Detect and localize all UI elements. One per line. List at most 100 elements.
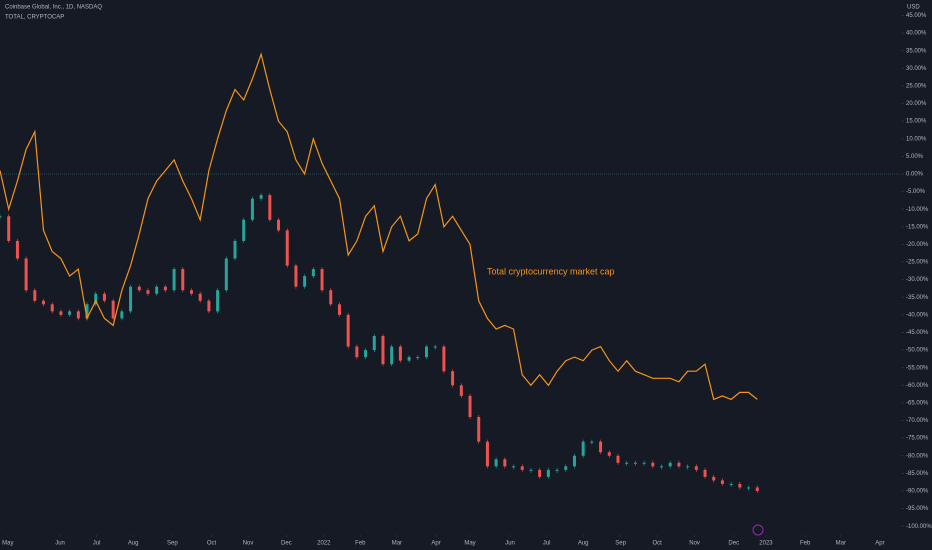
candle [76,311,80,319]
y-tick-label: -35.00% [906,295,929,301]
candle [137,286,141,291]
y-tick-label: -55.00% [906,365,929,371]
event-icon[interactable] [752,524,764,536]
candle [207,300,211,312]
x-tick-label: Dec [728,541,739,547]
candle [85,304,89,319]
candle [303,276,307,287]
candle [129,286,133,312]
candle [738,483,742,488]
candle [320,269,324,291]
candle [616,455,620,463]
candle [407,357,411,361]
candle [163,286,167,291]
candle [424,346,428,358]
x-tick-label: Sep [167,541,178,547]
x-tick-label: May [2,541,13,547]
y-tick-label: 0.00% [906,172,924,178]
candle [59,311,63,315]
candle [364,350,368,358]
candle [668,462,672,467]
candle [277,219,281,231]
y-tick-label: -30.00% [906,277,929,283]
x-tick-label: Nov [243,541,254,547]
x-tick-label: Jul [543,541,551,547]
x-tick-label: Apr [431,541,440,547]
candle [24,258,28,291]
candle [712,476,716,481]
candle [468,395,472,418]
candle [15,240,19,259]
candle [520,466,524,470]
candle [102,293,106,301]
candle [720,480,724,484]
candle [442,346,446,372]
candle [625,462,629,464]
candle [0,216,2,218]
candle [677,462,681,467]
candle [381,336,385,365]
candle [68,311,72,315]
y-tick-label: -45.00% [906,330,929,336]
candle [494,459,498,467]
candle [633,462,637,464]
x-tick-label: Mar [836,541,846,547]
candle [172,269,176,291]
x-tick-label: Jun [505,541,515,547]
candle [337,304,341,315]
candle [529,469,533,471]
candle [581,441,585,456]
y-tick-label: 20.00% [906,101,927,107]
candle [555,469,559,471]
candle [398,346,402,361]
candle [599,441,603,453]
candle [703,469,707,477]
y-tick-label: -50.00% [906,348,929,354]
candle [7,216,11,241]
annotation: Total cryptocurrency market cap [487,266,615,276]
x-tick-label: Aug [128,541,139,547]
candle [311,269,315,277]
candle [259,195,263,199]
x-tick-label: Jul [93,541,101,547]
candle [546,469,550,477]
y-tick-label: -80.00% [906,453,929,459]
y-tick-label: -100.00% [906,524,932,530]
candle [33,290,37,301]
x-tick-label: Nov [689,541,700,547]
candle [355,346,359,358]
candle [294,265,298,287]
candle [503,459,507,467]
candle [660,466,664,468]
candle [94,293,98,305]
y-tick-label: 5.00% [906,154,924,160]
y-tick-label: -90.00% [906,489,929,495]
candle [755,487,759,491]
x-tick-label: Oct [207,541,217,547]
candle [120,311,124,319]
y-tick-label: -75.00% [906,436,929,442]
candle [50,304,54,312]
y-tick-label: -20.00% [906,242,929,248]
y-tick-label: -85.00% [906,471,929,477]
candle [233,240,237,259]
x-tick-label: Feb [355,541,366,547]
candle [42,300,46,305]
candle [694,466,698,470]
y-tick-label: -70.00% [906,418,929,424]
candle [242,219,246,241]
candle [564,466,568,470]
x-tick-label: 2022 [317,541,331,547]
candle [433,346,437,348]
candle [224,258,228,291]
y-tick-label: -95.00% [906,506,929,512]
currency: USD [907,5,920,11]
y-tick-label: -5.00% [906,189,926,195]
candle [189,290,193,294]
candle [590,441,594,443]
candle [198,293,202,301]
candle [268,195,272,220]
y-tick-label: -15.00% [906,224,929,230]
